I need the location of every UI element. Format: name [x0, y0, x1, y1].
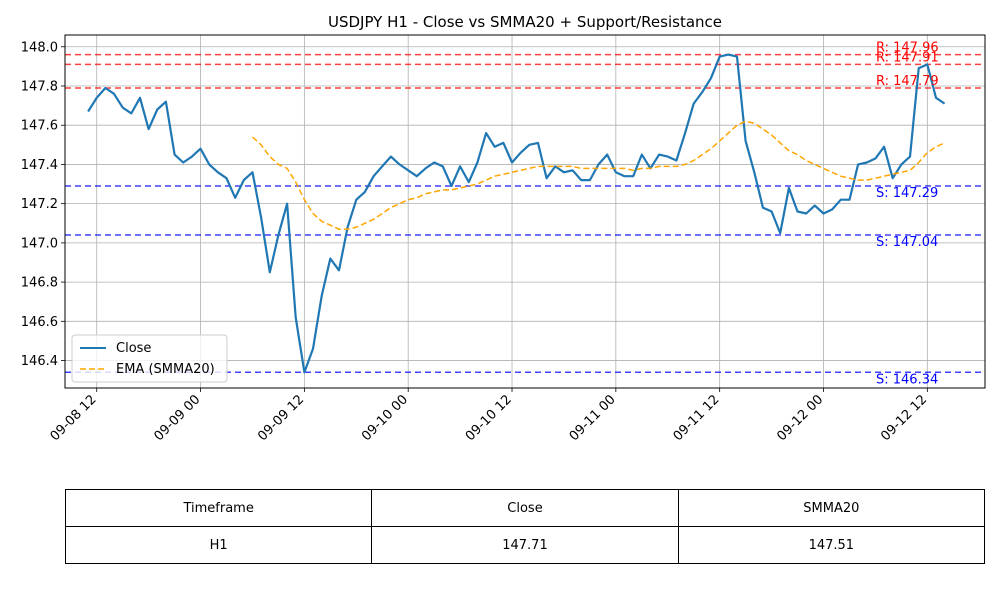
y-axis: 146.4 146.6 146.8 147.0 147.2 147.4 147.6 147.8… [21, 40, 65, 369]
y-tick-label: 147.8 [21, 79, 58, 94]
table-cell: 147.51 [677, 526, 986, 564]
table-cell: H1 [64, 526, 373, 564]
x-axis: 09-08 12 09-09 00 09-09 12 09-10 00 09-10 12… [48, 388, 930, 444]
table-header-cell: Timeframe [64, 489, 373, 527]
series-lines [87, 53, 946, 374]
x-tick-label: 09-12 00 [774, 392, 826, 444]
x-tick-label: 09-08 12 [48, 392, 100, 444]
legend-box [71, 334, 228, 383]
y-tick-label: 146.8 [21, 276, 58, 291]
resistance-label: R: 147.91 [876, 50, 939, 65]
x-tick-label: 09-10 12 [463, 392, 515, 444]
y-tick-label: 146.4 [21, 354, 58, 369]
plot-frame [64, 34, 986, 389]
support-resistance-lines [65, 53, 985, 374]
x-tick-label: 09-12 12 [878, 392, 930, 444]
smma-series-line [251, 120, 945, 230]
table-header-row: Timeframe Close SMMA20 [64, 489, 986, 527]
support-label: S: 147.29 [876, 186, 938, 201]
level-labels: R: 147.96R: 147.91 R: 147.79 S: 147.29 S: 1… [876, 41, 939, 388]
resistance-label: R: 147.96 [876, 41, 939, 56]
summary-table: Timeframe Close SMMA20 H1 147.71 147.51 [64, 489, 986, 564]
chart: USDJPY H1 - Close vs SMMA20 + Support/Re… [21, 13, 986, 444]
y-tick-label: 147.0 [21, 236, 58, 251]
resistance-label: R: 147.79 [876, 74, 939, 89]
grid [65, 35, 985, 388]
legend-ema-label: EMA (SMMA20) [116, 362, 215, 377]
x-tick-label: 09-09 12 [255, 392, 307, 444]
table-header-cell: Close [371, 489, 679, 527]
x-tick-label: 09-11 00 [567, 392, 619, 444]
table-row: H1 147.71 147.51 [64, 526, 986, 564]
support-label: S: 147.04 [876, 235, 938, 250]
close-series-line [87, 53, 946, 374]
x-tick-label: 09-10 00 [359, 392, 411, 444]
y-tick-label: 146.6 [21, 315, 58, 330]
legend-close-label: Close [116, 341, 151, 356]
support-label: S: 146.34 [876, 372, 938, 387]
x-tick-label: 09-09 00 [151, 392, 203, 444]
y-tick-label: 147.2 [21, 197, 58, 212]
chart-title: USDJPY H1 - Close vs SMMA20 + Support/Re… [328, 13, 722, 31]
y-tick-label: 148.0 [21, 40, 58, 55]
y-tick-label: 147.6 [21, 119, 58, 134]
legend: Close EMA (SMMA20) [71, 334, 228, 383]
x-tick-label: 09-11 12 [671, 392, 723, 444]
y-tick-label: 147.4 [21, 158, 58, 173]
table-cell: 147.71 [371, 526, 679, 564]
table-header-cell: SMMA20 [677, 489, 986, 527]
